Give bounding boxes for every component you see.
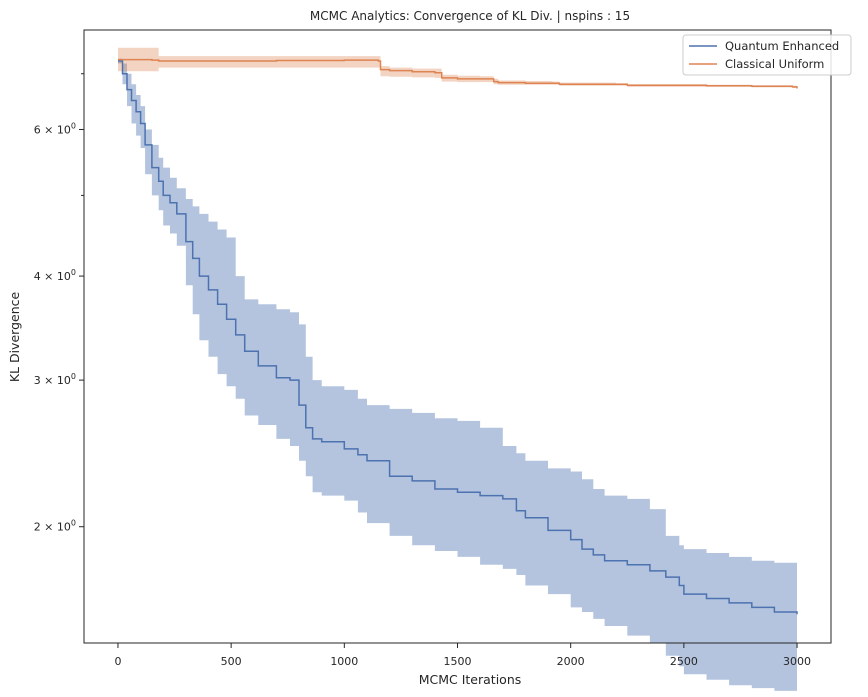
x-tick-label: 2500	[670, 655, 698, 668]
x-tick-label: 500	[221, 655, 242, 668]
y-tick-label: 6 × 100	[34, 121, 76, 136]
legend-box	[682, 34, 852, 76]
y-axis-label: KL Divergence	[7, 292, 22, 383]
y-tick-label: 3 × 100	[34, 372, 76, 387]
series-line-classical-uniform	[118, 58, 798, 89]
y-axis: 2 × 100 3 × 100 4 × 100 6 × 100	[34, 73, 84, 534]
series-line-quantum-enhanced	[118, 60, 798, 615]
x-tick-label: 2000	[557, 655, 585, 668]
x-axis: 0 500 1000 1500 2000 2500 3000	[114, 643, 811, 668]
series-band-quantum-enhanced	[118, 58, 797, 694]
legend-label: Classical Uniform	[725, 57, 824, 71]
y-tick-label: 4 × 100	[34, 268, 76, 283]
x-tick-label: 3000	[783, 655, 811, 668]
legend: Quantum Enhanced Classical Uniform	[682, 34, 852, 76]
x-tick-label: 0	[114, 655, 121, 668]
x-tick-label: 1000	[330, 655, 358, 668]
plot-area	[118, 47, 798, 694]
legend-label: Quantum Enhanced	[725, 39, 839, 53]
y-tick-label: 2 × 100	[34, 519, 76, 534]
series-band-classical-uniform	[118, 47, 797, 90]
x-tick-label: 1500	[444, 655, 472, 668]
x-axis-label: MCMC Iterations	[419, 672, 522, 687]
chart-title: MCMC Analytics: Convergence of KL Div. |…	[310, 9, 630, 23]
